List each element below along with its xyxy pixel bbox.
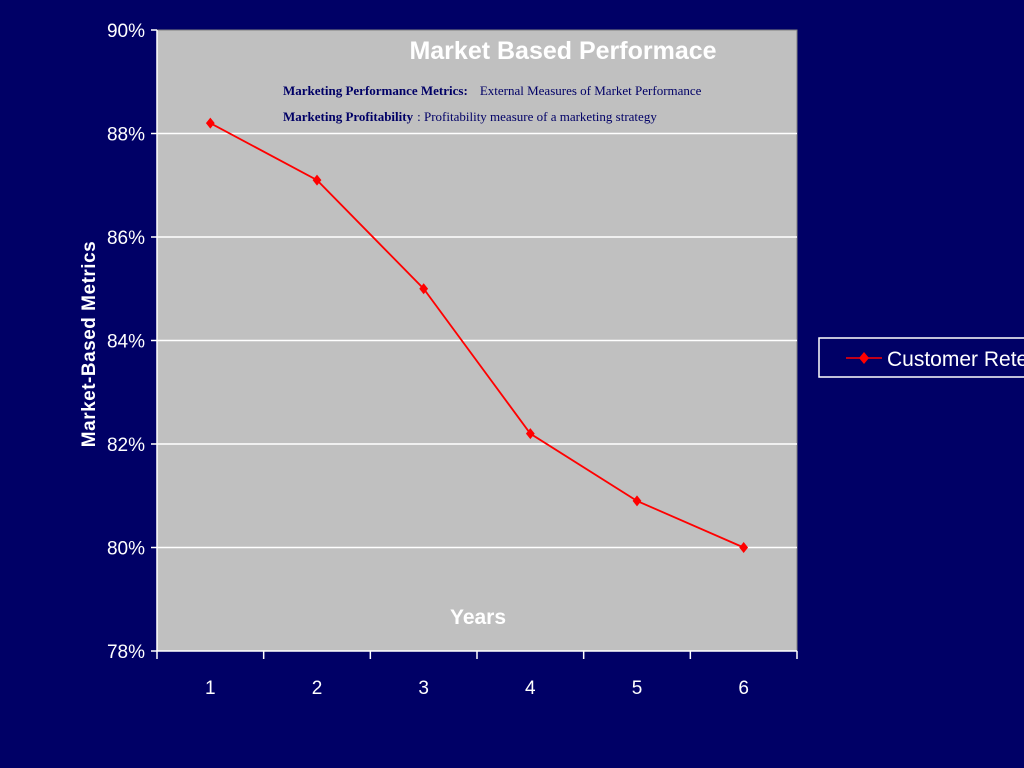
- annotation-line-1: Marketing Performance Metrics: External …: [283, 82, 702, 99]
- y-tick-label: 80%: [107, 539, 145, 560]
- data-point-marker: [419, 283, 429, 295]
- legend-label: Customer Retentio: [887, 348, 1024, 371]
- legend-box: [818, 337, 1024, 378]
- data-point-marker: [632, 495, 642, 507]
- legend-marker: [859, 352, 869, 364]
- y-tick-label: 86%: [107, 228, 145, 249]
- y-axis-label: Market-Based Metrics: [79, 241, 100, 447]
- gridlines: [157, 132, 797, 549]
- x-tick-label: 1: [205, 678, 216, 699]
- annotation-text-2: : Profitability measure of a marketing s…: [417, 109, 657, 124]
- x-tick-label: 2: [312, 678, 323, 699]
- x-tick-label: 3: [418, 678, 429, 699]
- y-tick-label: 82%: [107, 435, 145, 456]
- data-point-marker: [525, 428, 535, 440]
- data-point-marker: [205, 117, 215, 129]
- y-tick-label: 84%: [107, 332, 145, 353]
- x-tick-label: 5: [632, 678, 643, 699]
- annotation-label-2: Marketing Profitability: [283, 109, 414, 124]
- series-line: [209, 122, 745, 549]
- data-point-marker: [739, 542, 749, 553]
- y-tick-labels: 78% 80% 82% 84% 86% 88% 90%: [107, 21, 145, 663]
- annotation-label-1: Marketing Performance Metrics:: [283, 83, 468, 98]
- x-axis-label: Years: [450, 606, 506, 629]
- y-tick-label: 90%: [107, 21, 145, 42]
- x-tick-labels: 1 2 3 4 5 6: [205, 678, 749, 699]
- x-tick-label: 6: [738, 678, 749, 699]
- data-point-marker: [312, 174, 322, 186]
- annotation-text-1: External Measures of Market Performance: [480, 83, 702, 98]
- y-tick-label: 78%: [107, 642, 145, 663]
- series-group: [205, 117, 749, 553]
- annotation-line-2: Marketing Profitability : Profitability …: [283, 108, 657, 125]
- chart-title: Market Based Performace: [409, 37, 716, 65]
- axes: [151, 29, 798, 659]
- y-tick-label: 88%: [107, 125, 145, 146]
- x-tick-label: 4: [525, 678, 536, 699]
- legend: Customer Retentio: [818, 337, 1024, 378]
